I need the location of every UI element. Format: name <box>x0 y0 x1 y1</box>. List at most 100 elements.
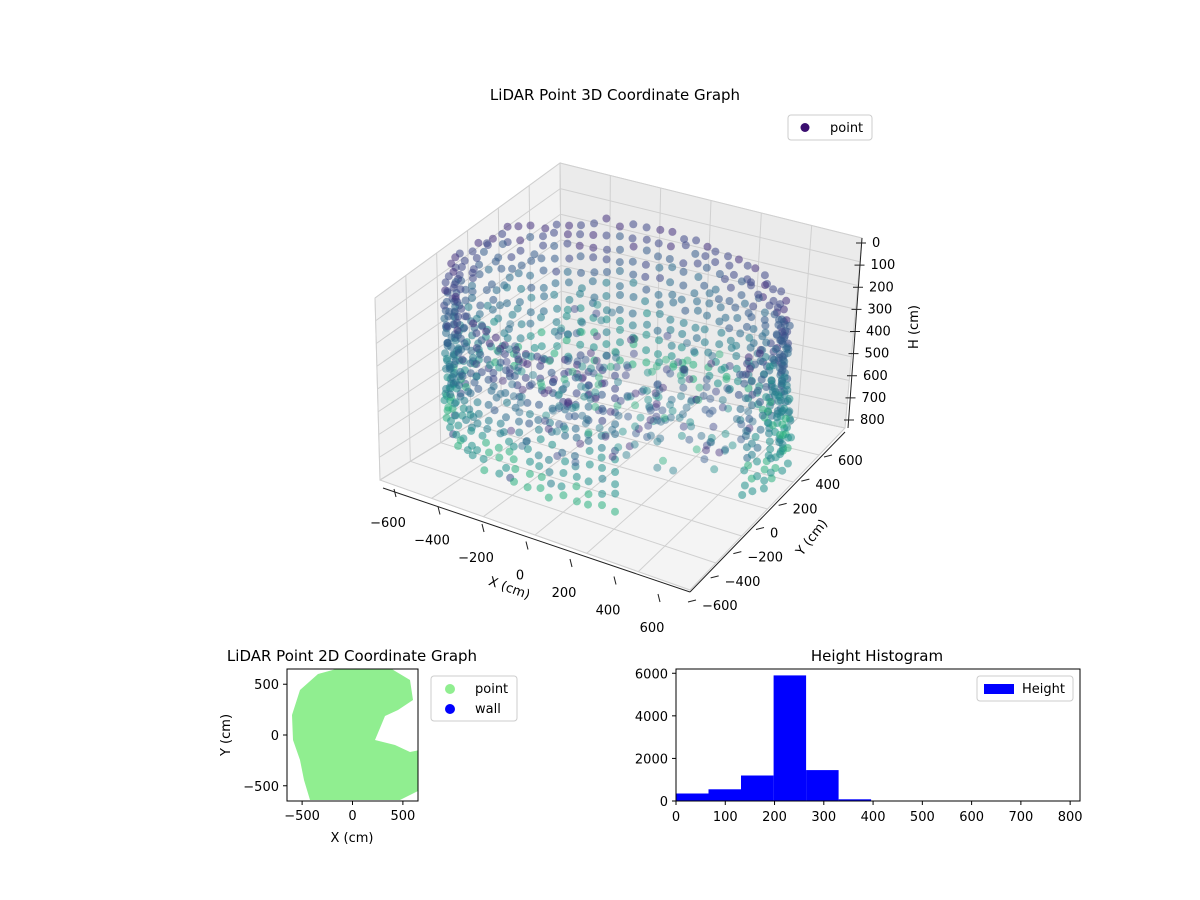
data-point <box>669 362 678 371</box>
data-point <box>521 373 530 382</box>
data-point <box>740 379 749 388</box>
data-point <box>751 432 760 441</box>
data-point <box>554 404 563 413</box>
data-point <box>445 307 454 316</box>
data-point <box>552 220 561 229</box>
data-point <box>457 345 466 354</box>
x-tick-label-2d: 500 <box>390 809 415 824</box>
data-point <box>654 239 663 248</box>
data-point <box>476 350 485 359</box>
data-point <box>629 242 638 251</box>
data-point <box>578 411 587 420</box>
data-point <box>563 239 572 248</box>
data-point <box>720 275 729 283</box>
y-tick-label: 600 <box>838 454 863 469</box>
legend-2d-label-wall: wall <box>475 702 501 717</box>
data-point <box>496 389 505 398</box>
data-point <box>612 353 620 362</box>
histogram-bar <box>773 675 807 801</box>
data-point <box>451 253 460 262</box>
data-point <box>554 391 563 400</box>
data-point <box>668 263 677 272</box>
data-point <box>496 358 505 367</box>
data-point <box>460 256 469 265</box>
hist-x-tick-label: 600 <box>959 810 984 825</box>
data-point <box>507 253 516 262</box>
data-point <box>732 352 741 360</box>
data-point <box>742 426 751 435</box>
data-point <box>783 397 792 405</box>
data-point <box>636 413 645 422</box>
data-point <box>597 431 606 440</box>
data-point <box>552 427 561 436</box>
y-tick-mark <box>755 527 765 530</box>
data-point <box>652 391 661 400</box>
data-point <box>707 438 716 447</box>
data-point <box>544 493 553 502</box>
data-point <box>495 453 504 462</box>
data-point <box>611 507 619 516</box>
data-point <box>741 394 750 403</box>
data-point <box>529 371 537 379</box>
data-point <box>561 425 569 434</box>
data-point <box>517 284 526 293</box>
data-point <box>692 334 701 343</box>
data-point <box>762 338 771 347</box>
histogram-bar <box>741 775 774 801</box>
legend-hist-swatch <box>984 684 1014 694</box>
data-point <box>589 369 598 378</box>
data-point <box>624 412 633 421</box>
data-point <box>655 310 664 318</box>
data-point <box>667 341 676 350</box>
data-point <box>765 301 774 310</box>
data-point <box>547 368 556 377</box>
data-point <box>653 437 662 446</box>
data-point <box>646 406 655 415</box>
data-point <box>628 309 637 318</box>
data-point <box>501 389 510 397</box>
data-point <box>614 378 622 386</box>
data-point <box>625 442 634 451</box>
data-point <box>473 419 482 428</box>
data-point <box>539 307 548 316</box>
grid-line <box>374 162 561 299</box>
data-point <box>761 281 770 290</box>
data-point <box>584 428 593 437</box>
data-point <box>595 424 604 432</box>
data-point <box>589 313 598 322</box>
data-point <box>669 466 678 475</box>
data-point <box>503 222 512 231</box>
data-point <box>559 469 568 477</box>
data-point <box>526 319 535 328</box>
data-point <box>718 396 727 405</box>
data-point <box>602 351 611 360</box>
data-point <box>737 435 746 444</box>
data-point <box>483 301 492 310</box>
data-point <box>710 465 719 474</box>
data-point <box>611 347 620 356</box>
data-point <box>503 398 511 407</box>
legend-3d: point <box>787 114 873 141</box>
data-point <box>611 446 619 455</box>
data-point <box>589 343 598 352</box>
data-point <box>527 256 536 265</box>
data-point <box>679 259 688 268</box>
data-point <box>597 390 606 399</box>
data-point <box>653 416 662 425</box>
x-tick-label-2d: −500 <box>284 809 320 824</box>
data-point <box>753 472 762 481</box>
data-point <box>539 232 547 241</box>
y-tick-label: 0 <box>770 527 778 542</box>
data-point <box>743 261 752 270</box>
data-point <box>715 317 724 326</box>
data-point <box>550 228 558 237</box>
data-point <box>496 419 505 428</box>
data-point <box>475 270 484 279</box>
y-tick-mark <box>801 478 810 482</box>
data-point <box>705 289 714 298</box>
data-point <box>725 324 734 333</box>
data-point <box>598 474 607 483</box>
data-point <box>523 483 532 492</box>
data-point <box>577 221 585 230</box>
x-tick-label: 0 <box>516 569 524 584</box>
